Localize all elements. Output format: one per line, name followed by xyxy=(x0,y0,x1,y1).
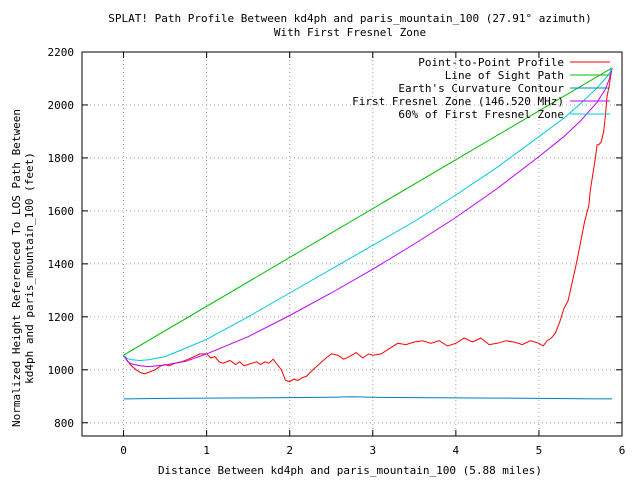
legend-label: First Fresnel Zone (146.520 MHz) xyxy=(352,95,564,108)
y-axis-ticks: 800 1000 1200 1400 1600 1800 2000 2200 xyxy=(48,46,622,430)
series-line-1 xyxy=(123,67,613,383)
x-tick-label: 5 xyxy=(536,444,543,457)
series-line-5 xyxy=(123,67,613,362)
y-axis-label-line2: kd4ph and paris_mountain_100 (feet) xyxy=(23,152,36,384)
y-tick-label: 1200 xyxy=(48,311,75,324)
series-line-2 xyxy=(123,67,613,356)
chart-title: SPLAT! Path Profile Between kd4ph and pa… xyxy=(108,12,591,25)
legend-label: Point-to-Point Profile xyxy=(418,56,564,69)
y-tick-label: 1800 xyxy=(48,152,75,165)
series-line-3 xyxy=(123,396,613,400)
chart-subtitle: With First Fresnel Zone xyxy=(274,26,426,39)
x-tick-label: 4 xyxy=(453,444,460,457)
y-tick-label: 1000 xyxy=(48,364,75,377)
x-tick-label: 2 xyxy=(286,444,293,457)
y-axis-label-line1: Normalized Height Referenced To LOS Path… xyxy=(10,109,23,427)
x-tick-label: 1 xyxy=(203,444,210,457)
y-tick-label: 1400 xyxy=(48,258,75,271)
x-tick-label: 0 xyxy=(120,444,127,457)
plot-frame xyxy=(81,51,623,437)
x-tick-label: 6 xyxy=(619,444,626,457)
x-tick-label: 3 xyxy=(369,444,376,457)
y-tick-label: 2000 xyxy=(48,99,75,112)
legend-label: Line of Sight Path xyxy=(445,69,564,82)
y-tick-label: 1600 xyxy=(48,205,75,218)
legend-label: Earth's Curvature Contour xyxy=(398,82,564,95)
series-line-4 xyxy=(123,67,613,368)
y-tick-label: 2200 xyxy=(48,46,75,59)
x-axis-label: Distance Between kd4ph and paris_mountai… xyxy=(158,464,542,477)
y-tick-label: 800 xyxy=(54,417,74,430)
series-lines xyxy=(123,67,613,400)
legend-label: 60% of First Fresnel Zone xyxy=(398,108,564,121)
x-axis-ticks: 0 1 2 3 4 5 6 xyxy=(120,52,625,457)
